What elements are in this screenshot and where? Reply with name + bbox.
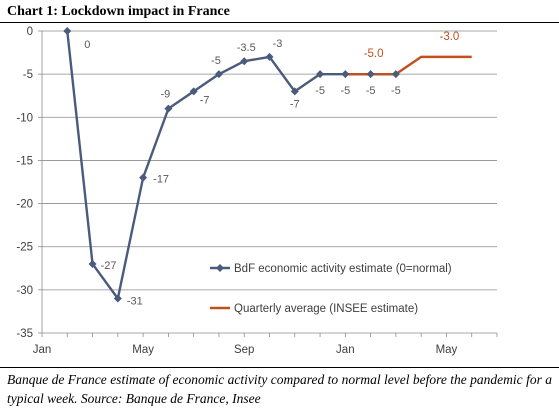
data-points (63, 27, 400, 303)
chart-caption: Banque de France estimate of economic ac… (7, 372, 552, 406)
data-label: -5 (211, 55, 221, 67)
data-label: -7 (200, 94, 210, 106)
data-label: -3.0 (440, 31, 460, 43)
data-label: -17 (153, 174, 169, 186)
legend-label-insee: Quarterly average (INSEE estimate) (234, 303, 418, 315)
grid-lines (38, 30, 497, 334)
data-label: -7 (290, 98, 300, 110)
data-label: -5 (391, 85, 401, 97)
data-label: -5 (340, 85, 350, 97)
data-point (290, 87, 299, 96)
data-label: -3 (273, 38, 283, 50)
x-axis: Jan May Sep Jan May (33, 31, 498, 356)
x-tick-label: May (132, 344, 154, 356)
data-point (391, 70, 400, 79)
y-tick-label: -30 (16, 285, 33, 297)
data-point (63, 27, 72, 35)
y-tick-label: 0 (27, 26, 33, 38)
y-tick-label: -25 (16, 242, 33, 254)
legend-label-bdf: BdF economic activity estimate (0=normal… (234, 263, 452, 275)
x-tick-label: Sep (234, 344, 254, 356)
line-chart: 0 -5 -10 -15 -20 -25 -30 -35 Jan May Sep Jan May 0 -… (16, 26, 498, 356)
data-point (316, 70, 325, 79)
data-label: -3.5 (237, 42, 256, 54)
x-tick-label: Jan (336, 344, 355, 356)
data-point (189, 87, 198, 96)
data-label: -27 (101, 260, 117, 272)
data-point (366, 70, 375, 79)
x-tick-label: Jan (33, 344, 52, 356)
data-label: -5 (366, 85, 376, 97)
series-line-bdf (66, 30, 396, 300)
data-point (164, 104, 173, 113)
data-point (214, 70, 223, 79)
data-point (88, 259, 97, 268)
title-rule (0, 22, 559, 23)
legend-marker-bdf (216, 264, 224, 272)
legend: BdF economic activity estimate (0=normal… (210, 263, 452, 315)
data-point (113, 294, 122, 303)
x-tick-label: May (436, 344, 458, 356)
data-point (139, 173, 148, 182)
y-tick-label: -5 (23, 69, 33, 81)
data-label: -5 (315, 85, 325, 97)
data-label: -31 (127, 295, 143, 307)
data-label: -9 (160, 89, 170, 101)
series-lines (66, 30, 472, 300)
y-tick-label: -10 (16, 112, 33, 124)
caption-rule (0, 367, 559, 368)
data-label: -5.0 (364, 48, 384, 60)
y-tick-label: -35 (16, 328, 33, 340)
y-tick-labels: 0 -5 -10 -15 -20 -25 -30 -35 (16, 26, 33, 340)
data-labels: 0 -27 -31 -17 -9 -7 -5 -3.5 -3 -7 -5 -5 -5 -5 -5.0 -3.0 (84, 31, 459, 308)
chart-title: Chart 1: Lockdown impact in France (7, 4, 230, 19)
data-label: 0 (84, 39, 90, 51)
y-tick-label: -15 (16, 155, 33, 167)
data-point (265, 52, 274, 61)
data-point (341, 70, 350, 79)
data-point (240, 57, 249, 66)
y-tick-label: -20 (16, 199, 33, 211)
